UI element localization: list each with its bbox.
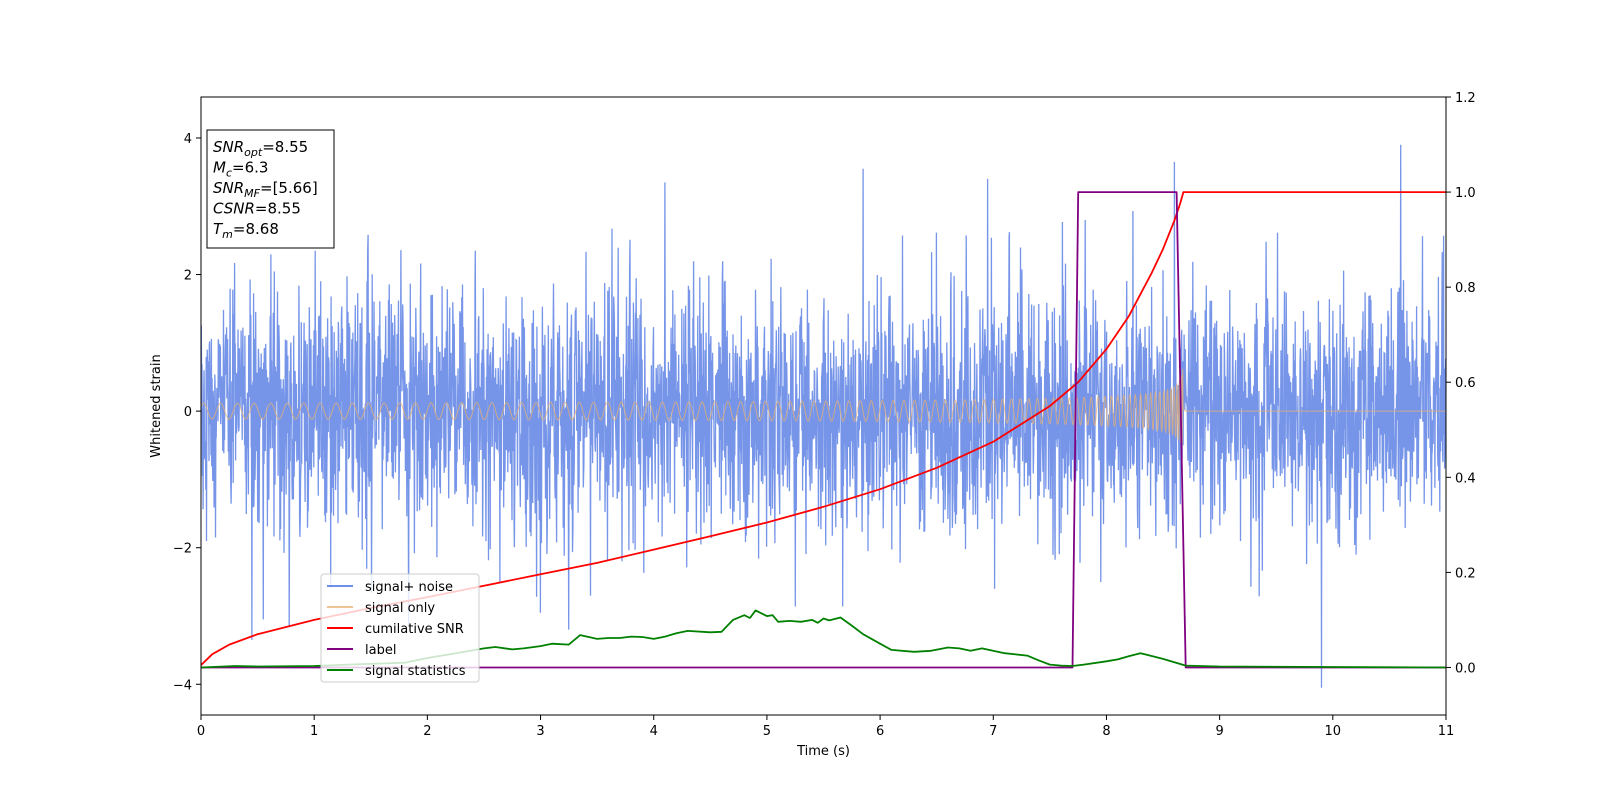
x-tick-label: 3 — [536, 724, 544, 739]
y2-tick-label: 0.4 — [1455, 471, 1476, 486]
x-tick-label: 6 — [876, 724, 884, 739]
x-tick-label: 8 — [1102, 724, 1110, 739]
series-label — [201, 191, 1446, 669]
x-tick-label: 1 — [310, 724, 318, 739]
legend-frame — [320, 573, 480, 683]
y-tick-label: −4 — [173, 678, 192, 693]
y-tick-label: 2 — [184, 269, 192, 284]
y2-tick-label: 0.2 — [1455, 566, 1476, 581]
legend-entry: signal+ noise — [365, 580, 453, 595]
info-box-frame — [206, 129, 335, 249]
legend-entry: label — [365, 643, 396, 658]
legend: signal+ noise signal only cumilative SNR la… — [320, 573, 480, 683]
x-tick-label: 7 — [989, 724, 997, 739]
y-tick-label: 4 — [184, 132, 192, 147]
y2-tick-label: 1.2 — [1455, 91, 1476, 106]
info-box-line: Mc=6.3 — [213, 159, 268, 180]
y-tick-label: −2 — [173, 542, 192, 557]
y-axis-label: Whitened strain — [149, 354, 164, 457]
info-box-line: CSNR=8.55 — [213, 200, 301, 218]
x-tick-label: 10 — [1325, 724, 1342, 739]
plot-frame — [200, 96, 1447, 716]
x-axis-label: Time (s) — [796, 744, 850, 759]
x-tick-label: 9 — [1215, 724, 1223, 739]
series-signal-only — [201, 368, 1446, 452]
legend-entry: signal only — [365, 601, 435, 616]
info-box-line: Tm=8.68 — [213, 220, 279, 241]
x-tick-label: 11 — [1438, 724, 1455, 739]
y-tick-label: 0 — [184, 405, 192, 420]
x-tick-label: 0 — [197, 724, 205, 739]
x-tick-label: 2 — [423, 724, 431, 739]
info-box-line: SNRopt=8.55 — [213, 138, 308, 159]
x-tick-label: 5 — [763, 724, 771, 739]
axes-layer: 0 1 2 3 4 5 6 7 8 9 10 11 −4 −2 0 2 4 0.0 0.2 0.4 0.6 0.8 1.0 1… — [173, 91, 1476, 739]
y2-tick-label: 0.0 — [1455, 661, 1476, 676]
x-tick-label: 4 — [650, 724, 658, 739]
info-box-line: SNRMF=[5.66] — [213, 179, 318, 200]
y2-tick-label: 0.8 — [1455, 281, 1476, 296]
legend-entry: signal statistics — [365, 664, 466, 679]
y2-tick-label: 0.6 — [1455, 376, 1476, 391]
series-signal-statistics — [201, 609, 1446, 669]
y2-tick-label: 1.0 — [1455, 186, 1476, 201]
legend-entry: cumilative SNR — [365, 622, 464, 637]
